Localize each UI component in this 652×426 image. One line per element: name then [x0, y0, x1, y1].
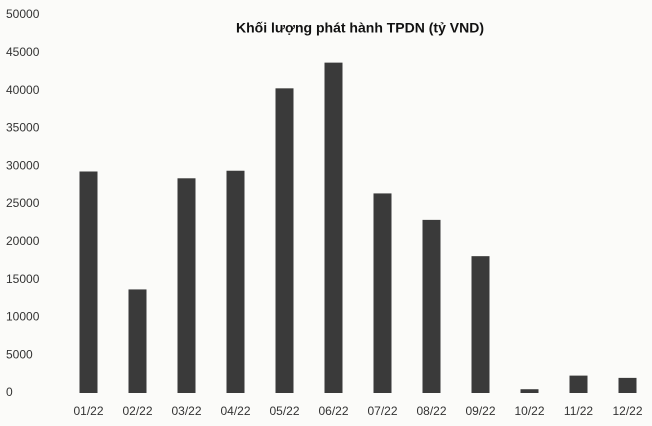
bar: [618, 377, 637, 393]
bar: [422, 219, 441, 393]
x-tick-label: 05/22: [269, 404, 299, 418]
x-tick-label: 08/22: [416, 404, 446, 418]
bar: [226, 170, 245, 393]
x-tick-label: 10/22: [514, 404, 544, 418]
y-tick-label: 15000: [6, 272, 40, 286]
x-tick-label: 01/22: [73, 404, 103, 418]
x-tick-label: 07/22: [367, 404, 397, 418]
y-tick-label: 10000: [6, 310, 40, 324]
bar: [177, 178, 196, 393]
x-tick-label: 11/22: [564, 404, 593, 418]
y-tick-label: 50000: [6, 7, 40, 21]
y-tick-label: 40000: [6, 83, 40, 97]
bar: [275, 88, 294, 393]
bar: [471, 256, 490, 393]
y-tick-label: 35000: [6, 121, 40, 135]
x-tick-label: 12/22: [612, 404, 642, 418]
x-tick-label: 04/22: [220, 404, 250, 418]
y-tick-label: 45000: [6, 45, 40, 59]
x-tick-label: 09/22: [465, 404, 495, 418]
bar: [373, 193, 392, 393]
bar: [520, 389, 539, 393]
bar: [324, 62, 343, 394]
y-tick-label: 20000: [6, 234, 40, 248]
x-tick-label: 06/22: [318, 404, 348, 418]
x-tick-label: 03/22: [171, 404, 201, 418]
y-tick-label: 0: [6, 385, 13, 399]
bar: [79, 171, 98, 393]
y-tick-label: 25000: [6, 196, 40, 210]
y-tick-label: 5000: [6, 347, 33, 361]
x-tick-label: 02/22: [122, 404, 152, 418]
bar: [128, 289, 147, 393]
chart-title: Khối lượng phát hành TPDN (tỷ VND): [236, 20, 484, 36]
y-tick-label: 30000: [6, 158, 40, 172]
bar: [569, 375, 588, 393]
